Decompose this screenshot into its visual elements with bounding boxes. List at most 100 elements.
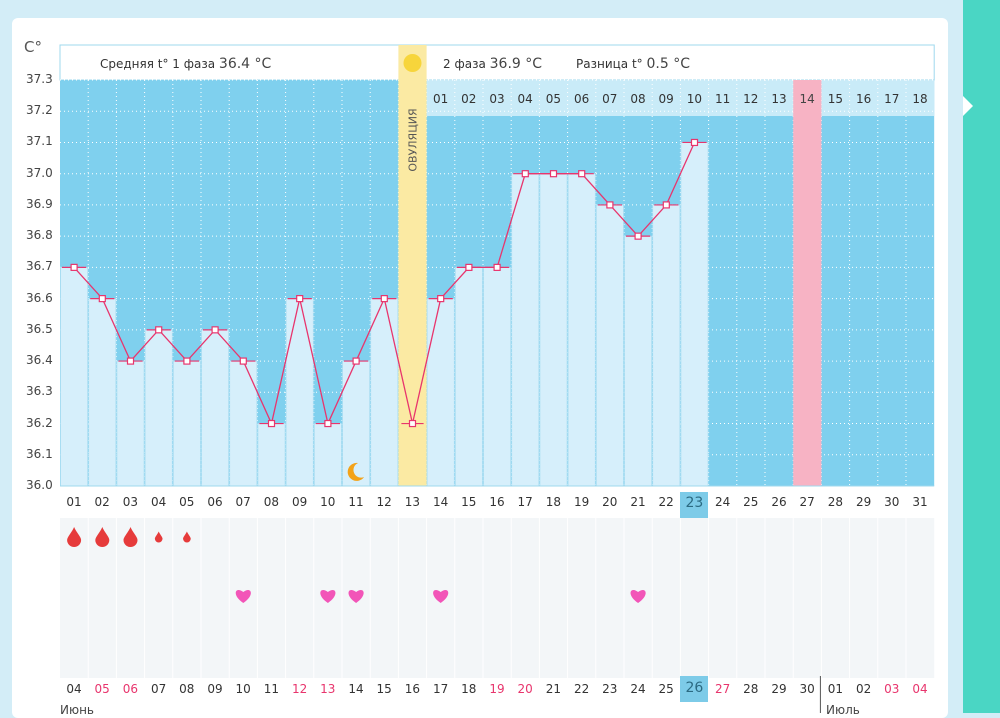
- temperature-point: [126, 357, 135, 365]
- temperature-point: [211, 326, 219, 334]
- cycle-day-label: 05: [179, 495, 195, 509]
- temperature-point: [606, 201, 614, 209]
- calendar-day-label: 12: [291, 682, 308, 696]
- temperature-bar: [426, 298, 455, 487]
- temp-difference: Разница t° 0.5 °C: [576, 56, 690, 72]
- cycle-day-label: 23: [680, 492, 709, 518]
- calendar-day-label: 13: [320, 682, 336, 696]
- cycle-day-label: 21: [630, 495, 646, 509]
- drop-icon: [123, 527, 138, 547]
- temperature-bar: [652, 204, 681, 487]
- temperature-bar: [172, 360, 201, 487]
- temperature-point: [493, 263, 501, 271]
- temperature-point: [380, 295, 388, 303]
- cycle-day-label: 13: [404, 495, 421, 509]
- phase1-value: 36.4 °C: [218, 56, 272, 72]
- temperature-bar: [454, 266, 483, 487]
- temperature-point: [70, 263, 78, 271]
- y-tick-label: 36.1: [26, 446, 53, 461]
- y-tick-label: 36.8: [26, 228, 53, 243]
- temperature-point: [465, 263, 473, 271]
- temperature-point: [408, 419, 417, 428]
- drop-icon: [154, 531, 163, 543]
- temperature-bar: [88, 298, 117, 487]
- cycle-day-label: 16: [489, 495, 505, 509]
- temperature-point: [98, 295, 106, 303]
- calendar-day-label: 14: [348, 682, 364, 696]
- phase2-day-label: 16: [855, 92, 872, 106]
- cycle-day-label: 17: [517, 495, 533, 509]
- temperature-bar: [229, 360, 258, 487]
- cycle-day-label: 22: [658, 495, 674, 509]
- cycle-day-label: 15: [461, 495, 477, 509]
- calendar-day-label: 22: [573, 682, 590, 696]
- calendar-day-label: 07: [150, 682, 167, 696]
- temperature-point: [690, 138, 699, 147]
- cycle-day-label: 04: [150, 495, 167, 509]
- drop-icon: [95, 527, 110, 547]
- phase2-day-label: 08: [630, 92, 646, 106]
- phase2-day-label: 17: [884, 92, 900, 106]
- temperature-point: [183, 357, 191, 365]
- temperature-bar: [201, 329, 230, 487]
- temperature-bar: [624, 235, 653, 487]
- calendar-day-label: 21: [545, 682, 562, 696]
- cycle-day-label: 03: [122, 495, 139, 509]
- calendar-day-label: 06: [122, 682, 139, 696]
- cycle-day-label: 12: [376, 495, 392, 509]
- month-label: Июль: [826, 703, 860, 717]
- calendar-day-label: 24: [630, 682, 646, 696]
- temperature-bar: [680, 142, 709, 487]
- phase2-day-label: 11: [714, 92, 731, 106]
- cycle-day-label: 08: [263, 495, 280, 509]
- y-tick-label: 36.2: [26, 415, 53, 430]
- calendar-day-label: 09: [207, 682, 223, 696]
- y-tick-label: 36.4: [26, 353, 53, 368]
- phase2-day-label: 12: [743, 92, 759, 106]
- temperature-bar: [511, 173, 540, 487]
- cycle-day-label: 27: [799, 495, 815, 509]
- arrow-icon[interactable]: [963, 96, 973, 116]
- y-tick-label: 37.0: [26, 165, 53, 180]
- calendar-day-label: 17: [432, 682, 449, 696]
- ovulation-column: [398, 45, 427, 486]
- heart-icon: [433, 590, 449, 603]
- temperature-bar: [539, 173, 568, 487]
- y-tick-label: 37.3: [26, 72, 53, 86]
- y-tick-label: 36.7: [26, 259, 53, 274]
- cycle-day-label: 30: [884, 495, 900, 509]
- calendar-day-label: 10: [235, 682, 251, 696]
- calendar-day-label: 08: [179, 682, 195, 696]
- cycle-day-label: 20: [602, 495, 618, 509]
- calendar-day-label: 19: [489, 682, 505, 696]
- drop-icon: [183, 531, 191, 543]
- calendar-day-label: 16: [404, 682, 421, 696]
- calendar-day-label: 02: [855, 682, 872, 696]
- phase2-day-label: 07: [602, 92, 618, 106]
- temperature-point: [267, 419, 276, 428]
- calendar-day-label: 23: [602, 682, 618, 696]
- temperature-point: [634, 232, 642, 240]
- cycle-day-label: 02: [94, 495, 110, 509]
- phase2-day-label: 05: [545, 92, 562, 106]
- cycle-day-label: 11: [348, 495, 364, 509]
- y-tick-label: 36.6: [26, 290, 53, 305]
- phase2-day-row: [426, 80, 935, 116]
- header-bar: [59, 44, 935, 81]
- calendar-day-label: 26: [680, 676, 709, 702]
- y-tick-label: 36.0: [26, 478, 53, 492]
- side-strip: [963, 0, 1000, 713]
- calendar-day-label: 18: [461, 682, 477, 696]
- temperature-bar: [285, 298, 314, 487]
- y-tick-label: 36.9: [26, 196, 53, 211]
- heart-icon: [235, 590, 251, 603]
- moon-icon: [347, 462, 365, 481]
- temperature-bar: [313, 423, 342, 487]
- calendar-day-label: 05: [94, 682, 110, 696]
- temperature-bar: [595, 204, 624, 487]
- cycle-day-label: 07: [235, 495, 251, 509]
- cycle-day-label: 09: [291, 495, 308, 509]
- phase1-average: Средняя t° 1 фаза 36.4 °C: [100, 56, 271, 72]
- phase2-day-label: 13: [771, 92, 787, 106]
